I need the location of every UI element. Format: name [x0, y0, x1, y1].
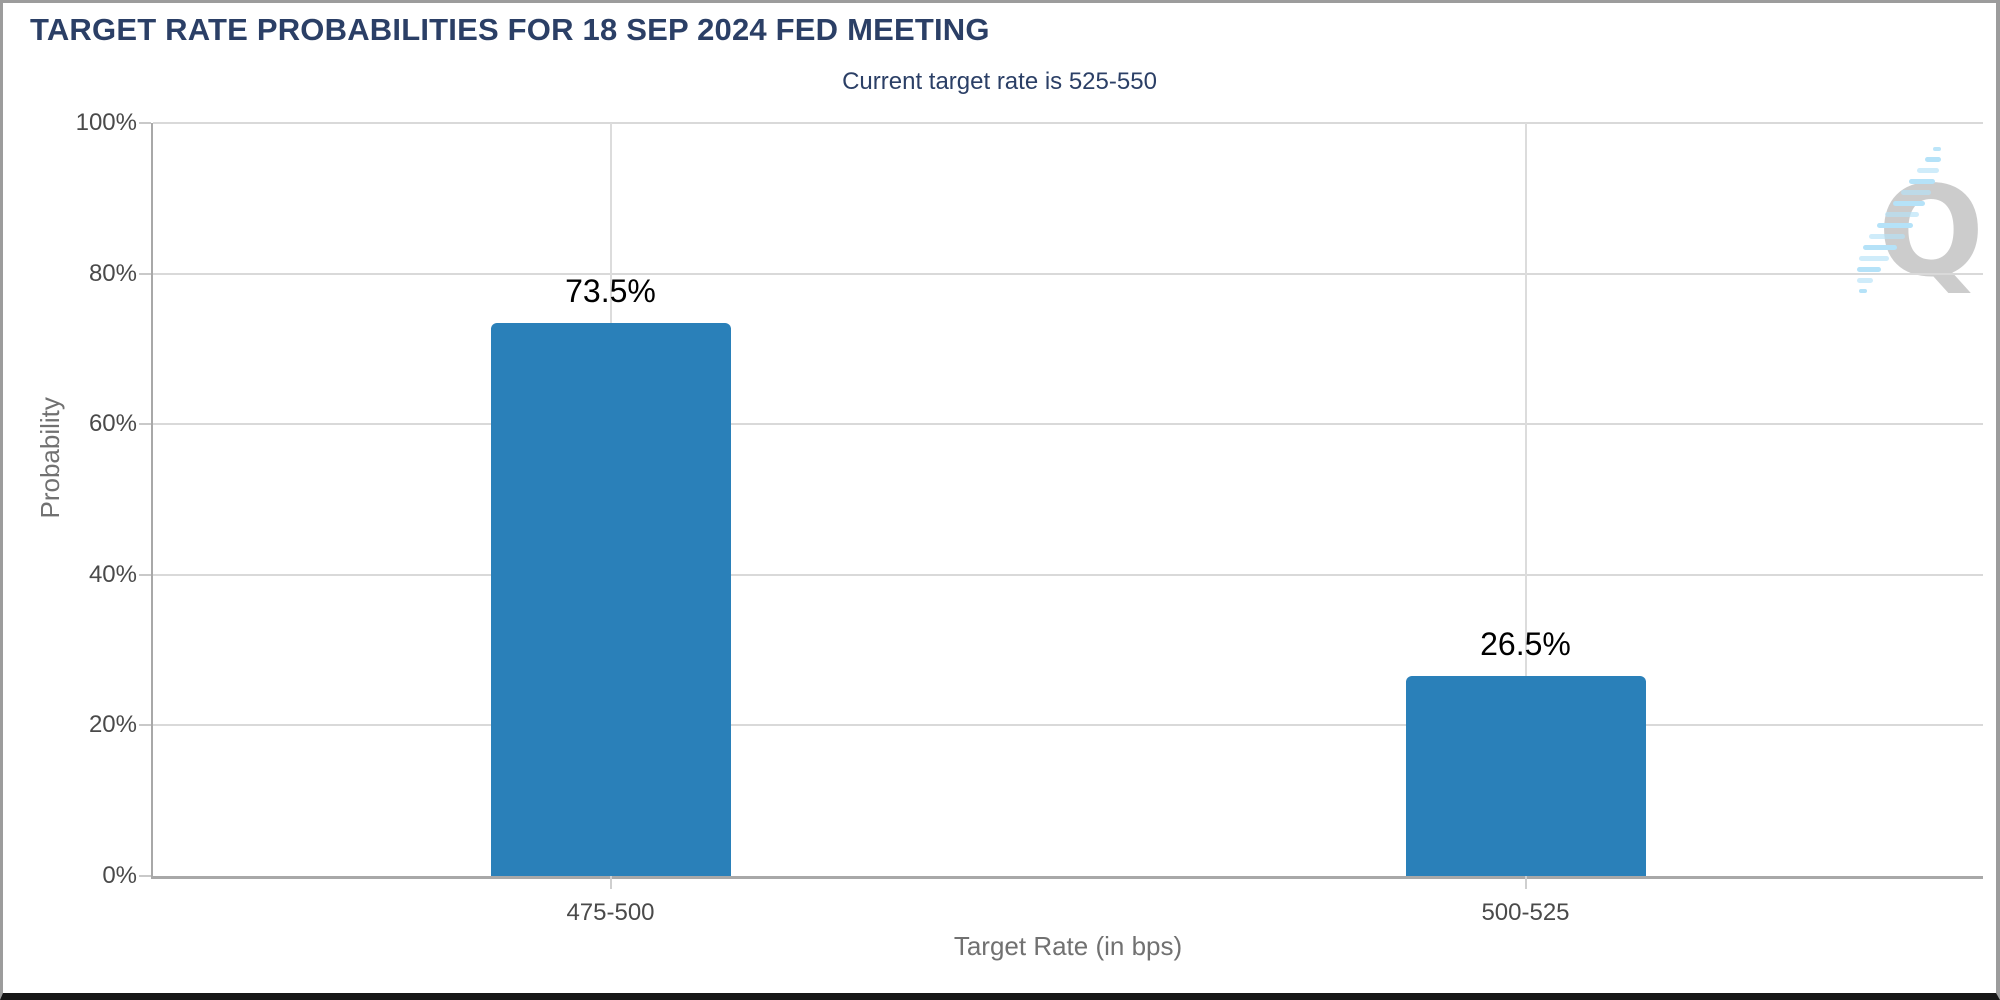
x-tick-label: 475-500 [566, 899, 655, 926]
y-tick-label: 0% [102, 862, 137, 889]
y-tick-label: 80% [88, 259, 137, 287]
y-tick [139, 724, 151, 727]
bar [1405, 676, 1646, 876]
plot-area: Q 0% 20% 40% 60% 80% 100% 73.5% 475-500 26.5% 500… [76, 109, 1985, 926]
y-tick-label: 40% [88, 560, 137, 588]
x-tick [1524, 876, 1527, 889]
y-axis-title: Probability [35, 397, 66, 519]
x-axis-line [151, 876, 1983, 879]
y-tick-label: 60% [88, 410, 137, 438]
y-tick-label: 100% [75, 109, 137, 136]
watermark-q-letter: Q [1878, 160, 1984, 305]
x-axis-title: Target Rate (in bps) [953, 931, 1183, 961]
gridline-h [153, 272, 1983, 275]
watermark-q-logo: Q [1857, 147, 1984, 305]
bar-value-label: 73.5% [565, 272, 656, 309]
gridline-v [1524, 123, 1527, 876]
gridline-h [153, 122, 1983, 124]
chart-subtitle: Current target rate is 525-550 [842, 68, 1157, 95]
y-axis-line [151, 123, 153, 876]
y-tick [139, 423, 151, 426]
gridline-h [153, 724, 1983, 727]
y-tick-label: 20% [88, 711, 137, 739]
bar [490, 322, 731, 876]
y-tick [139, 573, 151, 576]
gridline-h [153, 423, 1983, 426]
y-tick [139, 122, 151, 124]
bar-value-label: 26.5% [1480, 626, 1571, 663]
chart-title: TARGET RATE PROBABILITIES FOR 18 SEP 202… [30, 12, 990, 47]
x-tick [609, 876, 612, 889]
x-tick-label: 500-525 [1481, 899, 1570, 926]
y-tick [139, 272, 151, 275]
watermark-stripes [1857, 147, 1941, 293]
y-tick [139, 875, 151, 877]
gridline-h [153, 573, 1983, 576]
